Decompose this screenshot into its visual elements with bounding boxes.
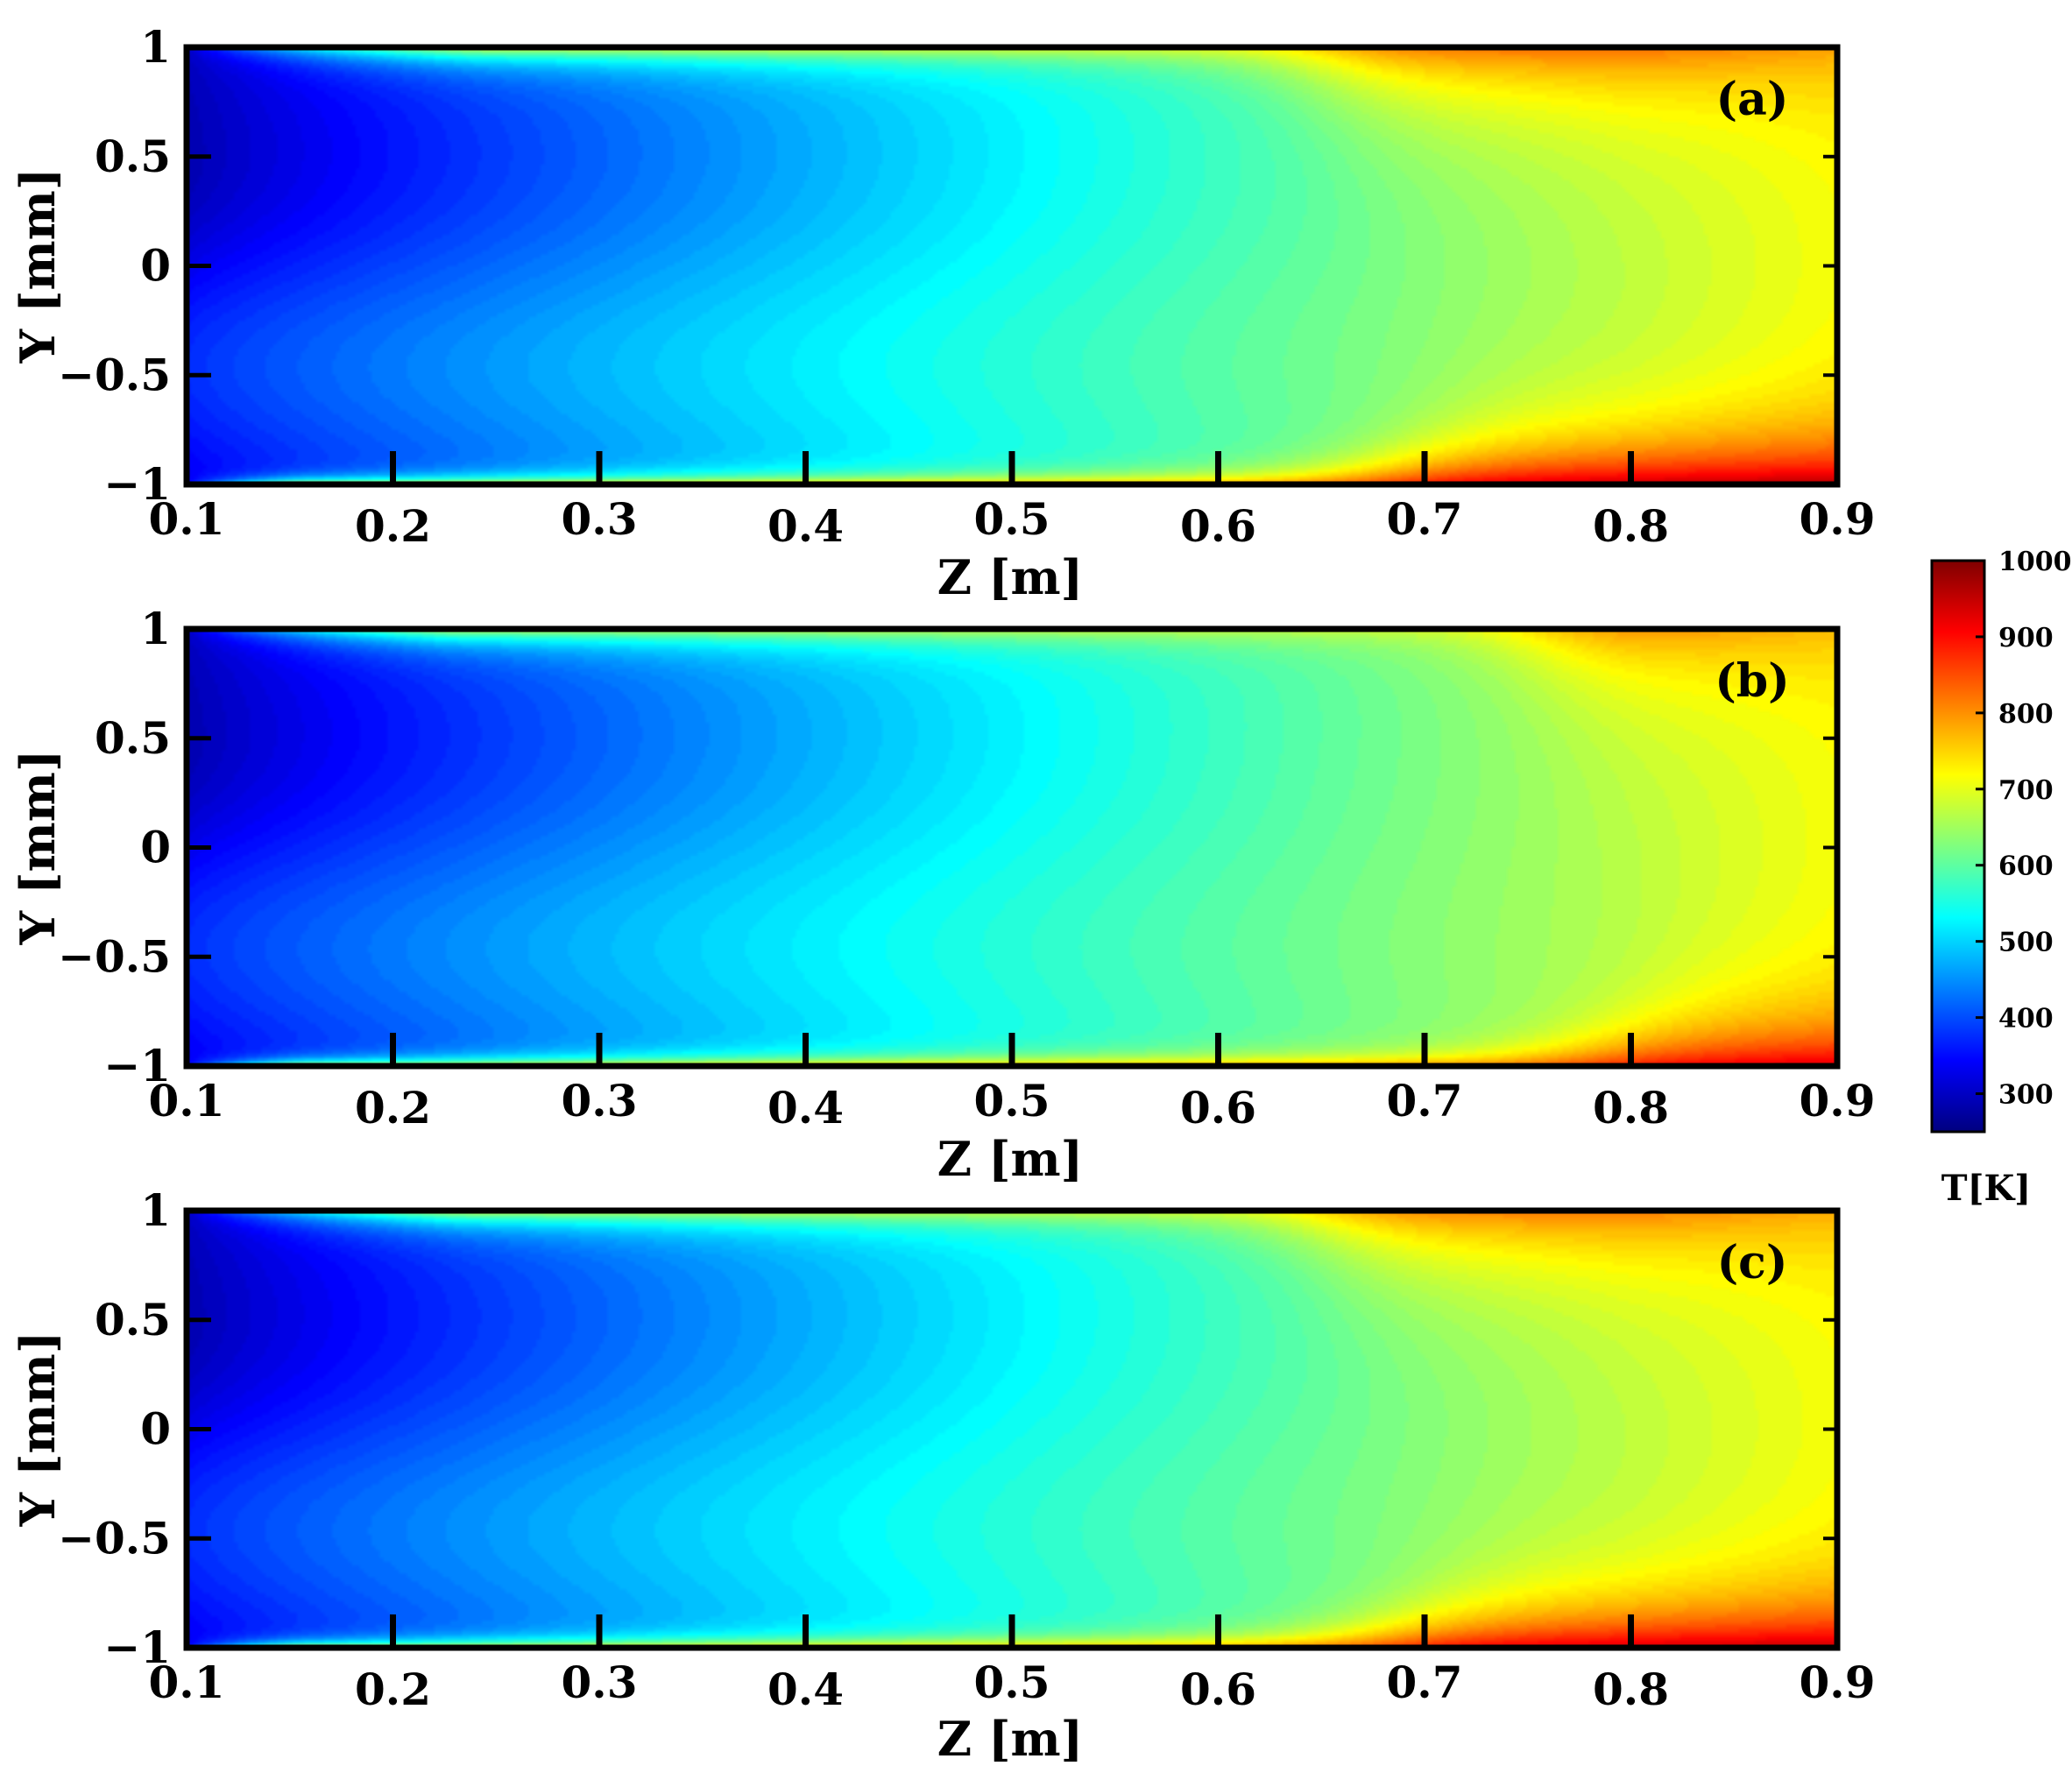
- panel-c-y-tick-label: 0: [140, 1403, 171, 1455]
- panel-b-x-axis-label: Z [m]: [937, 1131, 1083, 1187]
- panel-a-y-tick-label: −1: [103, 458, 171, 510]
- panel-c-x-tick-label: 0.3: [562, 1656, 638, 1708]
- colorbar-tick-label: 800: [1998, 699, 2054, 730]
- panel-c-x-tick-label: 0.9: [1800, 1656, 1876, 1708]
- panel-c-x-tick-label: 0.1: [149, 1656, 225, 1708]
- panel-c-y-tick-label: 1: [140, 1184, 171, 1236]
- panel-a-y-ticks: 1 0.5 0 −0.5 −1: [58, 21, 1837, 510]
- panel-c-y-axis-label: Y [mm]: [10, 1331, 66, 1528]
- panel-b-x-tick-label: 0.8: [1593, 1082, 1669, 1134]
- panel-a-y-tick-label: 1: [140, 21, 171, 73]
- panel-a: 0.1 0.2 0.3 0.4 0.5 0.6 0.7 0.8 0.9 10.50−0.5−1 …: [10, 21, 1876, 605]
- panel-c-x-tick-label: 0.2: [355, 1663, 431, 1715]
- panel-b-x-tick-label: 0.7: [1387, 1075, 1463, 1127]
- panel-a-contour: [187, 47, 1837, 484]
- panel-a-y-tick-label: 0: [140, 240, 171, 292]
- colorbar-title: T[K]: [1941, 1168, 2031, 1209]
- panel-c-y-tick-label: −0.5: [58, 1512, 171, 1564]
- colorbar-tick-label: 600: [1998, 851, 2054, 882]
- panel-a-x-tick-label: 0.9: [1800, 493, 1876, 545]
- colorbar-tick-label: 500: [1998, 928, 2054, 958]
- colorbar: 1000 900 800 700 600 500 400 300 T[K]: [1930, 547, 2072, 1209]
- panel-a-x-tick-label: 0.4: [767, 500, 844, 552]
- panel-a-y-tick-label: −0.5: [58, 349, 171, 400]
- panel-b-contour: [187, 629, 1837, 1066]
- panel-b-label: (b): [1715, 654, 1790, 708]
- colorbar-ticks: 1000 900 800 700 600 500 400 300: [1976, 547, 2072, 1111]
- panel-a-x-tick-label: 0.7: [1387, 493, 1463, 545]
- panel-b-x-tick-label: 0.6: [1180, 1082, 1256, 1134]
- colorbar-tick-label: 300: [1998, 1080, 2054, 1111]
- panel-c-contour: [187, 1211, 1837, 1648]
- panel-b-y-tick-label: −0.5: [58, 930, 171, 982]
- panel-b-y-axis-label: Y [mm]: [10, 750, 66, 946]
- panel-b-y-ticks: 1 0.5 0 −0.5 −1: [58, 603, 1837, 1091]
- panel-c-x-tick-label: 0.6: [1180, 1663, 1256, 1715]
- panel-c-x-tick-label: 0.5: [974, 1656, 1050, 1708]
- panel-c-y-tick-label: −1: [103, 1621, 171, 1673]
- panel-a-x-tick-label: 0.2: [355, 500, 431, 552]
- panel-a-x-tick-label: 0.5: [974, 493, 1050, 545]
- panel-b-x-tick-label: 0.9: [1800, 1075, 1876, 1127]
- panel-c-y-tick-label: 0.5: [95, 1294, 171, 1346]
- panel-c: 0.1 0.2 0.3 0.4 0.5 0.6 0.7 0.8 0.9 10.50−0.5−1 …: [10, 1184, 1876, 1767]
- panel-a-x-tick-label: 0.6: [1180, 500, 1256, 552]
- panel-a-label: (a): [1716, 73, 1789, 126]
- panel-b-y-tick-label: 1: [140, 603, 171, 654]
- colorbar-tick-label: 400: [1998, 1004, 2054, 1035]
- panel-b-x-tick-label: 0.1: [149, 1075, 225, 1127]
- panel-c-x-tick-label: 0.4: [767, 1663, 844, 1715]
- panel-a-y-axis-label: Y [mm]: [10, 168, 66, 364]
- panel-c-y-ticks: 1 0.5 0 −0.5 −1: [58, 1184, 1837, 1673]
- panel-a-x-tick-label: 0.3: [562, 493, 638, 545]
- panel-a-x-tick-label: 0.8: [1593, 500, 1669, 552]
- panel-a-x-axis-label: Z [m]: [937, 549, 1083, 605]
- panel-b-y-tick-label: −1: [103, 1040, 171, 1091]
- colorbar-tick-label: 700: [1998, 775, 2054, 806]
- panel-b-x-ticks: 0.1 0.2 0.3 0.4 0.5 0.6 0.7 0.8 0.9: [149, 1033, 1876, 1134]
- panel-b-y-tick-label: 0.5: [95, 712, 171, 764]
- panel-c-x-ticks: 0.1 0.2 0.3 0.4 0.5 0.6 0.7 0.8 0.9: [149, 1614, 1876, 1715]
- colorbar-tick-label: 900: [1998, 623, 2054, 653]
- panel-b-x-tick-label: 0.2: [355, 1082, 431, 1134]
- panel-b-x-tick-label: 0.4: [767, 1082, 844, 1134]
- panel-b: 0.1 0.2 0.3 0.4 0.5 0.6 0.7 0.8 0.9 10.50−0.5−1 …: [10, 603, 1876, 1187]
- colorbar-gradient: [1930, 559, 1986, 1134]
- colorbar-tick-label: 1000: [1998, 547, 2072, 577]
- panel-a-x-ticks: 0.1 0.2 0.3 0.4 0.5 0.6 0.7 0.8 0.9: [149, 451, 1876, 552]
- panel-c-label: (c): [1717, 1236, 1788, 1289]
- panel-b-x-tick-label: 0.3: [562, 1075, 638, 1127]
- panel-a-x-tick-label: 0.1: [149, 493, 225, 545]
- panel-b-x-tick-label: 0.5: [974, 1075, 1050, 1127]
- panel-c-x-tick-label: 0.8: [1593, 1663, 1669, 1715]
- panel-b-y-tick-label: 0: [140, 822, 171, 873]
- panel-c-x-axis-label: Z [m]: [937, 1711, 1083, 1767]
- panel-c-x-tick-label: 0.7: [1387, 1656, 1463, 1708]
- panel-a-y-tick-label: 0.5: [95, 131, 171, 182]
